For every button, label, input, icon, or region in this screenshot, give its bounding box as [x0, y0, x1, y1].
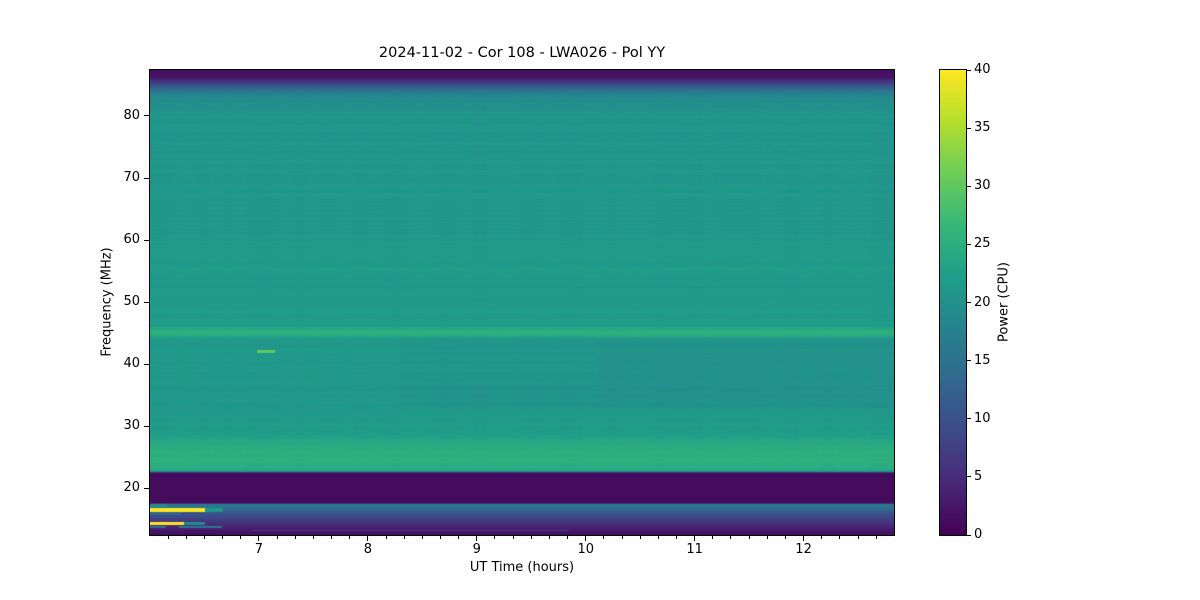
- plot-title: 2024-11-02 - Cor 108 - LWA026 - Pol YY: [378, 45, 666, 61]
- y-major-tick: [144, 177, 149, 179]
- x-minor-tick: [421, 536, 423, 539]
- x-tick-label: 12: [795, 542, 812, 557]
- x-minor-tick: [331, 536, 333, 539]
- y-tick-label: 70: [123, 170, 140, 186]
- x-minor-tick: [676, 536, 677, 539]
- x-minor-tick: [349, 536, 351, 539]
- x-tick-label: 10: [577, 542, 594, 557]
- colorbar-tick-label: 40: [974, 62, 991, 77]
- y-tick-label: 20: [123, 480, 140, 496]
- x-minor-tick: [403, 536, 405, 539]
- y-tick-label: 60: [123, 232, 140, 248]
- x-minor-tick: [567, 536, 569, 539]
- colorbar-tick: [967, 185, 971, 187]
- y-tick-label: 40: [123, 356, 140, 372]
- colorbar-tick: [967, 302, 971, 303]
- x-tick-label: 11: [686, 542, 703, 557]
- x-tick-label: 8: [363, 542, 372, 557]
- x-minor-tick: [203, 536, 205, 539]
- x-minor-tick: [530, 536, 532, 539]
- x-tick-label: 9: [472, 542, 481, 557]
- x-minor-tick: [639, 536, 641, 539]
- x-major-tick: [585, 536, 587, 541]
- x-minor-tick: [512, 536, 514, 539]
- y-tick-label: 30: [123, 418, 140, 434]
- colorbar-tick-label: 20: [974, 294, 991, 310]
- spectrogram-plot: [149, 69, 895, 536]
- colorbar-gradient: [940, 70, 966, 535]
- y-major-tick: [144, 363, 149, 365]
- x-minor-tick: [312, 536, 314, 539]
- x-minor-tick: [857, 536, 859, 539]
- y-major-tick: [144, 115, 149, 117]
- x-minor-tick: [748, 536, 750, 539]
- x-minor-tick: [276, 536, 278, 539]
- x-major-tick: [258, 536, 260, 541]
- colorbar-tick-label: 30: [974, 178, 991, 194]
- colorbar-tick-label: 35: [974, 120, 991, 136]
- colorbar-tick: [967, 127, 971, 129]
- colorbar-tick: [967, 534, 971, 536]
- x-minor-tick: [294, 536, 296, 539]
- colorbar: [939, 69, 967, 536]
- x-minor-tick: [458, 536, 460, 539]
- x-minor-tick: [548, 536, 550, 539]
- x-minor-tick: [385, 536, 387, 539]
- x-minor-tick: [222, 536, 224, 539]
- x-minor-tick: [494, 536, 496, 539]
- colorbar-tick: [967, 69, 971, 71]
- x-major-tick: [803, 536, 805, 541]
- x-major-tick: [367, 536, 369, 541]
- colorbar-tick: [967, 418, 971, 420]
- x-minor-tick: [439, 536, 441, 539]
- colorbar-tick-label: 15: [974, 352, 991, 368]
- x-major-tick: [476, 536, 478, 541]
- colorbar-tick: [967, 243, 971, 245]
- colorbar-tick: [967, 360, 971, 362]
- spectrogram-canvas: [150, 70, 894, 535]
- colorbar-tick-label: 5: [974, 468, 983, 484]
- x-major-tick: [694, 536, 696, 541]
- x-minor-tick: [839, 536, 841, 539]
- x-minor-tick: [167, 536, 169, 539]
- colorbar-tick-label: 10: [974, 410, 991, 426]
- x-minor-tick: [185, 536, 187, 539]
- x-minor-tick: [603, 536, 605, 539]
- y-tick-label: 80: [123, 107, 140, 123]
- x-minor-tick: [875, 536, 877, 539]
- x-tick-label: 7: [254, 542, 264, 557]
- x-minor-tick: [712, 536, 714, 539]
- y-major-tick: [144, 487, 149, 489]
- colorbar-label: Power (CPU): [996, 261, 1012, 343]
- x-axis-label: UT Time (hours): [469, 560, 575, 575]
- colorbar-tick-label: 0: [974, 527, 983, 542]
- x-minor-tick: [766, 536, 768, 539]
- y-axis-label: Frequency (MHz): [99, 247, 115, 357]
- x-minor-tick: [621, 536, 623, 539]
- y-major-tick: [144, 425, 149, 427]
- x-minor-tick: [821, 536, 823, 539]
- x-minor-tick: [240, 536, 242, 539]
- y-major-tick: [144, 239, 149, 241]
- colorbar-tick: [967, 476, 971, 478]
- colorbar-tick-label: 25: [974, 236, 991, 252]
- y-major-tick: [144, 301, 149, 303]
- x-minor-tick: [784, 536, 786, 539]
- y-tick-label: 50: [123, 294, 140, 310]
- x-minor-tick: [657, 536, 659, 539]
- x-minor-tick: [730, 536, 732, 539]
